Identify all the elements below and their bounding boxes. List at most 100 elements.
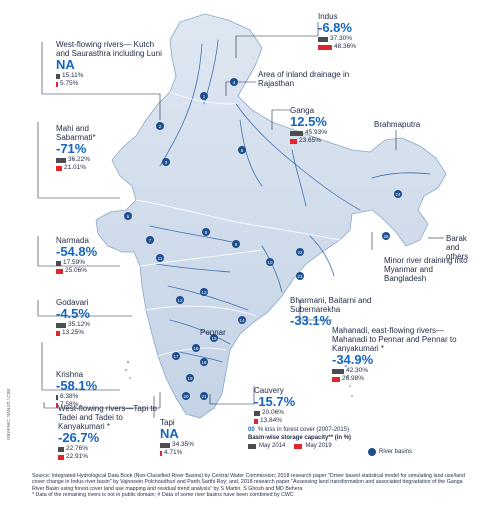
basin-number-dot [124, 212, 132, 220]
legend-storage-title: Basin-wise storage capacity** (in %) [248, 435, 352, 441]
forest-loss-value: -58.1% [56, 378, 98, 393]
basin-number-label: 9 [235, 242, 238, 247]
storage-2019: 48.36% [318, 43, 356, 51]
basin-number-dot [192, 344, 200, 352]
bar-2014 [332, 368, 344, 374]
storage-2014: 22.76% [58, 445, 170, 453]
basin-number-dot [200, 92, 208, 100]
forest-loss-value: -71% [56, 141, 87, 156]
storage-2019: 13.84% [254, 417, 295, 425]
storage-2019: 4.71% [160, 449, 194, 457]
forest-loss-value: -15.7% [254, 394, 296, 409]
basin-wfr-kutch: West-flowing rivers— Kutch and Saurasthr… [56, 40, 166, 88]
basin-ganga: Ganga 12.5% 45.93% 23.65% [290, 106, 327, 145]
storage-2019: 25.06% [56, 267, 97, 275]
basin-cauvery: Cauvery -15.7% 20.06% 13.84% [254, 386, 295, 425]
storage-2019-value: 21.01% [64, 164, 87, 171]
basin-number-dot [146, 236, 154, 244]
source-text: Source: Integrated Hydrological Data Boo… [32, 473, 465, 492]
legend-river-basins: River basins [368, 448, 412, 456]
bar-2014 [56, 260, 61, 266]
basin-number-label: 15 [211, 336, 217, 341]
storage-2014: 37.30% [318, 35, 356, 43]
storage-2014-value: 45.93% [305, 129, 328, 136]
legend-river-basins-label: River basins [379, 449, 413, 455]
bar-2019 [160, 450, 162, 456]
basin-number-label: 20 [183, 394, 189, 399]
basin-number-label: 17 [173, 354, 179, 359]
forest-loss-value: -4.5% [56, 306, 90, 321]
storage-2019-value: 13.25% [62, 329, 85, 336]
forest-loss-value: 12.5% [290, 114, 327, 129]
basin-number-dot [200, 288, 208, 296]
storage-2019-value: 4.71% [164, 449, 183, 456]
basin-number-label: 11 [158, 256, 163, 261]
bar-2019 [332, 376, 340, 382]
storage-2019: 21.01% [56, 164, 126, 172]
basin-number-dot [202, 228, 210, 236]
basin-number-label: 22 [297, 250, 303, 255]
basin-name: Godavari [56, 298, 89, 307]
bar-2014 [160, 442, 170, 448]
bar-2019 [56, 81, 58, 87]
storage-2019-value: 48.36% [334, 43, 357, 50]
basin-name: Tapi [160, 418, 175, 427]
forest-loss-value: -54.8% [56, 244, 98, 259]
storage-2014-value: 35.12% [68, 321, 91, 328]
bar-2019 [56, 330, 60, 336]
storage-2014: 45.93% [290, 129, 327, 137]
basin-name: Ganga [290, 106, 315, 115]
basin-number-dot [182, 392, 190, 400]
islands [124, 360, 354, 398]
basin-number-dot [156, 254, 164, 262]
basin-indus: Indus -6.8% 37.30% 48.36% [318, 12, 356, 51]
forest-loss-value: -6.8% [318, 20, 352, 35]
bar-2014 [290, 130, 303, 136]
legend-2014-swatch [248, 443, 256, 449]
basin-number-dot [200, 392, 208, 400]
basin-number-dot [296, 248, 304, 256]
label-minor-river: Minor river draining into Myanmar and Ba… [384, 256, 468, 283]
basin-name: Krishna [56, 370, 84, 379]
forest-loss-value: NA [56, 57, 75, 72]
basin-number-dot [186, 374, 194, 382]
basin-number-label: 18 [201, 360, 207, 365]
bar-2019 [56, 402, 58, 408]
storage-2014-value: 20.06% [262, 409, 285, 416]
storage-2014: 20.06% [254, 409, 295, 417]
basin-number-label: 5 [241, 148, 244, 153]
basin-number-dot [176, 296, 184, 304]
storage-2014-value: 34.35% [172, 441, 195, 448]
basin-number-dot [382, 232, 390, 240]
legend-loss: 00 % loss in forest cover (2007-2015) [248, 426, 351, 434]
source-notes: Source: Integrated Hydrological Data Boo… [32, 473, 472, 498]
basin-number-label: 10 [267, 260, 273, 265]
basin-number-label: 19 [187, 376, 193, 381]
legend-years: May 2014 May 2019 [248, 442, 351, 450]
basin-bharmani: Bharmani, Baitarni and Subernarekha -33.… [290, 296, 400, 328]
basin-name: West-flowing rivers— Kutch and Saurasthr… [56, 40, 162, 58]
basin-number-dot [162, 158, 170, 166]
basin-narmada: Narmada -54.8% 17.59% 25.06% [56, 236, 97, 275]
bar-2014 [254, 410, 260, 416]
storage-2014-value: 22.76% [66, 445, 89, 452]
basin-number-label: 23 [297, 274, 303, 279]
basin-number-label: 13 [201, 290, 207, 295]
forest-loss-value: -26.7% [58, 430, 100, 445]
label-brahmaputra: Brahmaputra [374, 120, 421, 129]
basin-number-dot [394, 190, 402, 198]
basin-wfr-tapi: West-flowing rivers—Tapi to Tadei and Ta… [58, 404, 170, 461]
storage-2019: 13.25% [56, 329, 90, 337]
basin-number-label: 6 [127, 214, 130, 219]
basin-name: Cauvery [254, 386, 284, 395]
basin-number-label: 8 [205, 230, 208, 235]
basin-number-label: 1 [203, 94, 206, 99]
basin-number-label: 12 [177, 298, 183, 303]
storage-2014-value: 15.11% [62, 72, 84, 79]
storage-2014: 36.22% [56, 156, 126, 164]
storage-2014: 6.38% [56, 393, 97, 401]
label-inland-drainage: Area of inland drainage in Rajasthan [258, 70, 350, 88]
india-landmass [95, 13, 447, 419]
bar-2014 [318, 36, 328, 42]
basin-name: Narmada [56, 236, 89, 245]
